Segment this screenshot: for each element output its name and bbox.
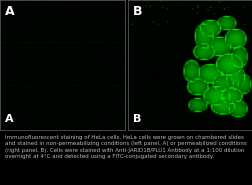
Text: B: B bbox=[132, 114, 141, 124]
Text: A: A bbox=[5, 5, 15, 18]
Text: A: A bbox=[5, 114, 14, 124]
Text: Immunofluorescent staining of HeLa cells. HeLa cells were grown on chambered sli: Immunofluorescent staining of HeLa cells… bbox=[5, 135, 246, 159]
Text: B: B bbox=[132, 5, 142, 18]
